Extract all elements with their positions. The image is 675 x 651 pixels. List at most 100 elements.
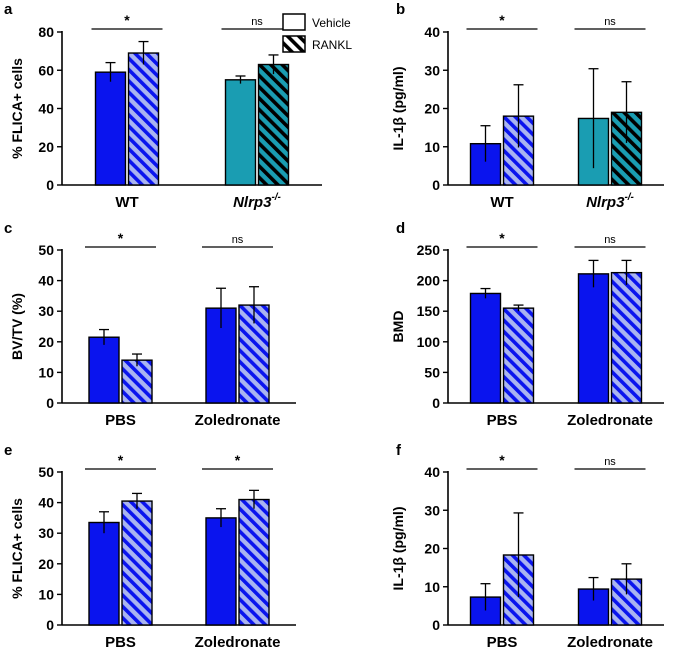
x-category-label: PBS xyxy=(487,634,518,651)
y-tick-label: 0 xyxy=(46,177,54,193)
bar-rankl xyxy=(238,498,270,626)
significance-label: * xyxy=(124,12,130,28)
y-tick-label: 0 xyxy=(46,395,54,411)
panel-c: c 0 10 20 30 40 50 BV/TV (%) * PBS ns Zoledronate xyxy=(4,220,296,429)
y-tick-label: 20 xyxy=(424,101,440,117)
x-category-text: Nlrp3 xyxy=(586,194,625,211)
x-category-text: Zoledronate xyxy=(567,412,653,429)
bar-rankl xyxy=(502,307,535,404)
y-axis-label: % FLICA+ cells xyxy=(9,58,25,159)
y-tick-label: 30 xyxy=(38,303,54,319)
y-tick-label: 50 xyxy=(38,464,54,480)
x-category-text: Zoledronate xyxy=(567,634,653,651)
y-tick-label: 50 xyxy=(424,364,440,380)
bar-vehicle xyxy=(88,521,120,626)
y-tick-label: 30 xyxy=(424,502,440,518)
bar-rankl xyxy=(121,359,153,404)
y-tick-label: 30 xyxy=(38,525,54,541)
x-category-label: Zoledronate xyxy=(195,634,281,651)
x-category-superscript: -/- xyxy=(271,192,281,203)
y-tick-label: 150 xyxy=(417,303,441,319)
panel-letter: d xyxy=(396,220,405,237)
x-category-text: Nlrp3 xyxy=(233,194,272,211)
bar-vehicle xyxy=(205,517,237,626)
y-tick-label: 40 xyxy=(38,495,54,511)
panel-a: a 0 20 40 60 80 % FLICA+ cells * WT ns Nlrp3-/- xyxy=(4,1,322,211)
significance-label: ns xyxy=(232,234,244,246)
panel-d: d 0 50 100 150 200 250 BMD * PBS ns Zoledronate xyxy=(390,220,664,429)
legend-vehicle-swatch xyxy=(282,13,306,31)
bar-rankl xyxy=(127,52,160,186)
panel-letter: b xyxy=(396,1,405,18)
y-tick-label: 20 xyxy=(38,556,54,572)
y-tick-label: 20 xyxy=(38,334,54,350)
significance-label: * xyxy=(118,230,124,246)
bar-vehicle xyxy=(224,79,257,186)
y-tick-label: 40 xyxy=(38,273,54,289)
panel-f: f 0 10 20 30 40 IL-1β (pg/ml) * PBS ns Zoledronate xyxy=(390,442,664,651)
x-category-label: WT xyxy=(115,194,138,211)
significance-label: ns xyxy=(251,16,263,28)
x-category-label: PBS xyxy=(105,634,136,651)
y-tick-label: 10 xyxy=(38,364,54,380)
x-category-text: Zoledronate xyxy=(195,634,281,651)
bar-rankl xyxy=(610,271,643,404)
y-tick-label: 30 xyxy=(424,62,440,78)
y-tick-label: 10 xyxy=(424,139,440,155)
y-tick-label: 20 xyxy=(38,139,54,155)
y-tick-label: 250 xyxy=(417,242,441,258)
significance-label: * xyxy=(499,12,505,28)
bar-rankl xyxy=(121,500,153,626)
bar-vehicle xyxy=(469,292,502,404)
x-category-label: Zoledronate xyxy=(195,412,281,429)
x-category-text: PBS xyxy=(487,412,518,429)
x-category-label: Nlrp3-/- xyxy=(233,192,281,211)
y-tick-label: 0 xyxy=(432,617,440,633)
x-category-label: WT xyxy=(490,194,513,211)
significance-label: ns xyxy=(604,234,616,246)
x-category-text: PBS xyxy=(105,412,136,429)
legend-vehicle-label: Vehicle xyxy=(312,16,351,30)
y-tick-label: 0 xyxy=(46,617,54,633)
significance-label: * xyxy=(499,452,505,468)
bar-rankl xyxy=(257,63,290,186)
y-tick-label: 0 xyxy=(432,177,440,193)
panel-letter: e xyxy=(4,442,12,459)
x-category-text: PBS xyxy=(105,634,136,651)
y-tick-label: 50 xyxy=(38,242,54,258)
y-tick-label: 0 xyxy=(432,395,440,411)
y-tick-label: 20 xyxy=(424,541,440,557)
panel-letter: f xyxy=(396,442,402,459)
x-category-text: WT xyxy=(490,194,513,211)
y-axis-label: IL-1β (pg/ml) xyxy=(390,67,406,151)
panel-b: b 0 10 20 30 40 IL-1β (pg/ml) * WT ns Nlrp3-/- xyxy=(390,1,664,211)
y-tick-label: 10 xyxy=(424,579,440,595)
y-tick-label: 80 xyxy=(38,24,54,40)
y-axis-label: BV/TV (%) xyxy=(9,293,25,360)
y-tick-label: 100 xyxy=(417,334,441,350)
y-tick-label: 200 xyxy=(417,273,441,289)
legend-rankl-swatch xyxy=(282,35,306,53)
significance-label: ns xyxy=(604,456,616,468)
legend: Vehicle RANKL xyxy=(282,13,352,53)
y-axis-label: IL-1β (pg/ml) xyxy=(390,507,406,591)
bar-vehicle xyxy=(94,71,127,186)
x-category-label: Zoledronate xyxy=(567,634,653,651)
x-category-label: PBS xyxy=(487,412,518,429)
bar-vehicle xyxy=(577,273,610,404)
x-category-text: PBS xyxy=(487,634,518,651)
y-tick-label: 60 xyxy=(38,62,54,78)
panel-e: e 0 10 20 30 40 50 % FLICA+ cells * PBS * Zoledrona… xyxy=(4,442,296,651)
significance-label: * xyxy=(499,230,505,246)
legend-rankl-label: RANKL xyxy=(312,38,352,52)
y-axis-label: % FLICA+ cells xyxy=(9,498,25,599)
y-tick-label: 40 xyxy=(424,24,440,40)
x-category-label: Zoledronate xyxy=(567,412,653,429)
y-tick-label: 40 xyxy=(424,464,440,480)
bar-vehicle xyxy=(88,336,120,404)
panel-letter: c xyxy=(4,220,12,237)
x-category-superscript: -/- xyxy=(624,192,634,203)
x-category-label: PBS xyxy=(105,412,136,429)
x-category-text: WT xyxy=(115,194,138,211)
